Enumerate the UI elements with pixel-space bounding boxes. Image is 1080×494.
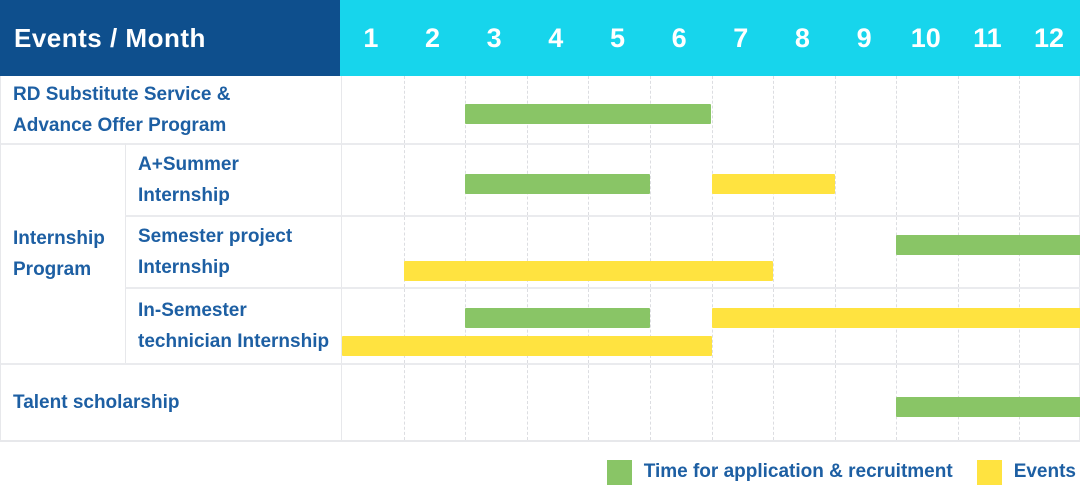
month-label: 10: [910, 22, 941, 53]
month-gridline: [957, 76, 959, 143]
application-period-bar: [465, 308, 650, 329]
row-timeline: [341, 363, 1080, 440]
application-period-bar: [896, 235, 1080, 256]
event-period-bar: [711, 308, 1080, 329]
month-gridline: [834, 76, 836, 143]
month-label: 7: [733, 22, 749, 53]
month-gridline: [896, 145, 898, 215]
group-label: Internship Program: [1, 143, 125, 363]
table-header-row: Events / Month 1 2 3 4 5 6 7 8 9 10 11 12: [0, 0, 1080, 76]
month-gridline: [526, 365, 528, 440]
month-label: 11: [973, 22, 1002, 53]
application-period-bar: [465, 174, 650, 194]
month-label: 4: [548, 22, 564, 53]
month-gridline: [896, 76, 898, 143]
month-label: 9: [856, 22, 872, 53]
month-gridline: [465, 365, 467, 440]
month-label: 6: [671, 22, 687, 53]
application-period-bar: [896, 396, 1080, 417]
month-gridline: [773, 76, 775, 143]
row-label: Talent scholarship: [1, 363, 341, 440]
month-label: 5: [609, 22, 625, 53]
month-label: 8: [794, 22, 810, 53]
application-color-swatch: [606, 459, 632, 485]
month-label: 3: [486, 22, 502, 53]
event-period-bar: [711, 174, 835, 194]
legend-application-label: Time for application & recruitment: [643, 461, 953, 482]
row-timeline: [341, 287, 1080, 363]
month-gridline: [711, 365, 713, 440]
row-timeline: [341, 143, 1080, 215]
month-label: 1: [363, 22, 379, 53]
event-period-bar: [403, 261, 774, 282]
month-gridline: [649, 145, 651, 215]
row-label: A+Summer Internship: [125, 143, 341, 215]
month-gridline: [403, 365, 405, 440]
chart-body: RD Substitute Service & Advance Offer Pr…: [0, 76, 1080, 442]
events-color-swatch: [976, 459, 1002, 485]
month-gridline: [588, 365, 590, 440]
event-period-bar: [342, 335, 712, 356]
row-label: RD Substitute Service & Advance Offer Pr…: [13, 83, 231, 136]
month-gridline: [403, 145, 405, 215]
legend: Time for application & recruitment Event…: [606, 458, 1076, 486]
month-gridline: [773, 365, 775, 440]
month-gridline: [1019, 145, 1021, 215]
row-timeline: [341, 215, 1080, 287]
month-gridline: [834, 365, 836, 440]
month-gridline: [711, 76, 713, 143]
month-gridline: [649, 365, 651, 440]
row-label: Semester project Internship: [125, 215, 341, 287]
month-gridline: [957, 145, 959, 215]
month-gridline: [403, 76, 405, 143]
month-label: 2: [424, 22, 440, 53]
month-gridline: [834, 217, 836, 287]
application-period-bar: [465, 103, 712, 124]
month-label: 12: [1034, 22, 1065, 53]
legend-events-label: Events: [1013, 461, 1076, 482]
month-header-strip: 1 2 3 4 5 6 7 8 9 10 11 12: [340, 0, 1080, 76]
row-timeline: [341, 76, 1080, 143]
row-label: In-Semester technician Internship: [125, 287, 341, 363]
month-gridline: [1019, 76, 1021, 143]
month-gridline: [834, 145, 836, 215]
events-month-header: Events / Month: [0, 0, 340, 76]
month-gridline: [773, 217, 775, 287]
